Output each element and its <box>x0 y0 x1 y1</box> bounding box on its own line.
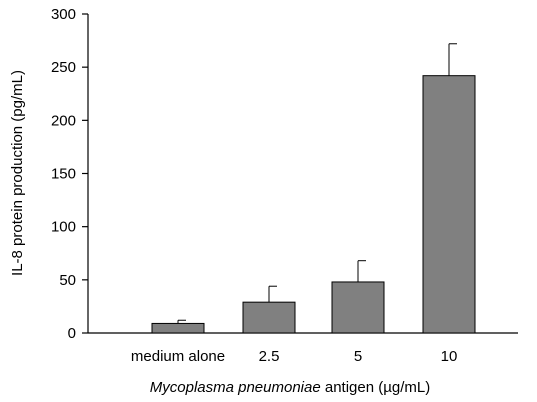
y-tick-label: 50 <box>59 272 76 289</box>
y-tick-label: 200 <box>51 112 76 129</box>
x-tick-label: 5 <box>354 348 362 365</box>
y-tick-label: 0 <box>68 325 76 342</box>
y-axis: 0 50 100 150 200 250 300 <box>51 6 89 342</box>
error-bars <box>177 43 457 324</box>
y-tick-label: 100 <box>51 219 76 236</box>
x-axis: medium alone 2.5 5 10 <box>88 332 518 365</box>
x-axis-label-unit: antigen (µg/mL) <box>321 379 431 396</box>
bar <box>151 322 205 334</box>
y-tick-label: 150 <box>51 166 76 183</box>
y-tick-label: 300 <box>51 6 76 23</box>
bar <box>331 281 385 334</box>
x-tick-label: 10 <box>441 348 458 365</box>
x-tick-label: 2.5 <box>259 348 280 365</box>
bar <box>422 75 476 334</box>
x-axis-label-italic: Mycoplasma pneumoniae <box>150 379 321 396</box>
y-tick-label: 250 <box>51 59 76 76</box>
x-tick-label: medium alone <box>131 348 225 365</box>
bars <box>151 75 476 334</box>
bar <box>242 301 296 334</box>
x-axis-label: Mycoplasma pneumoniae antigen (µg/mL) <box>150 379 430 396</box>
y-axis-label: IL-8 protein production (pg/mL) <box>9 70 26 276</box>
